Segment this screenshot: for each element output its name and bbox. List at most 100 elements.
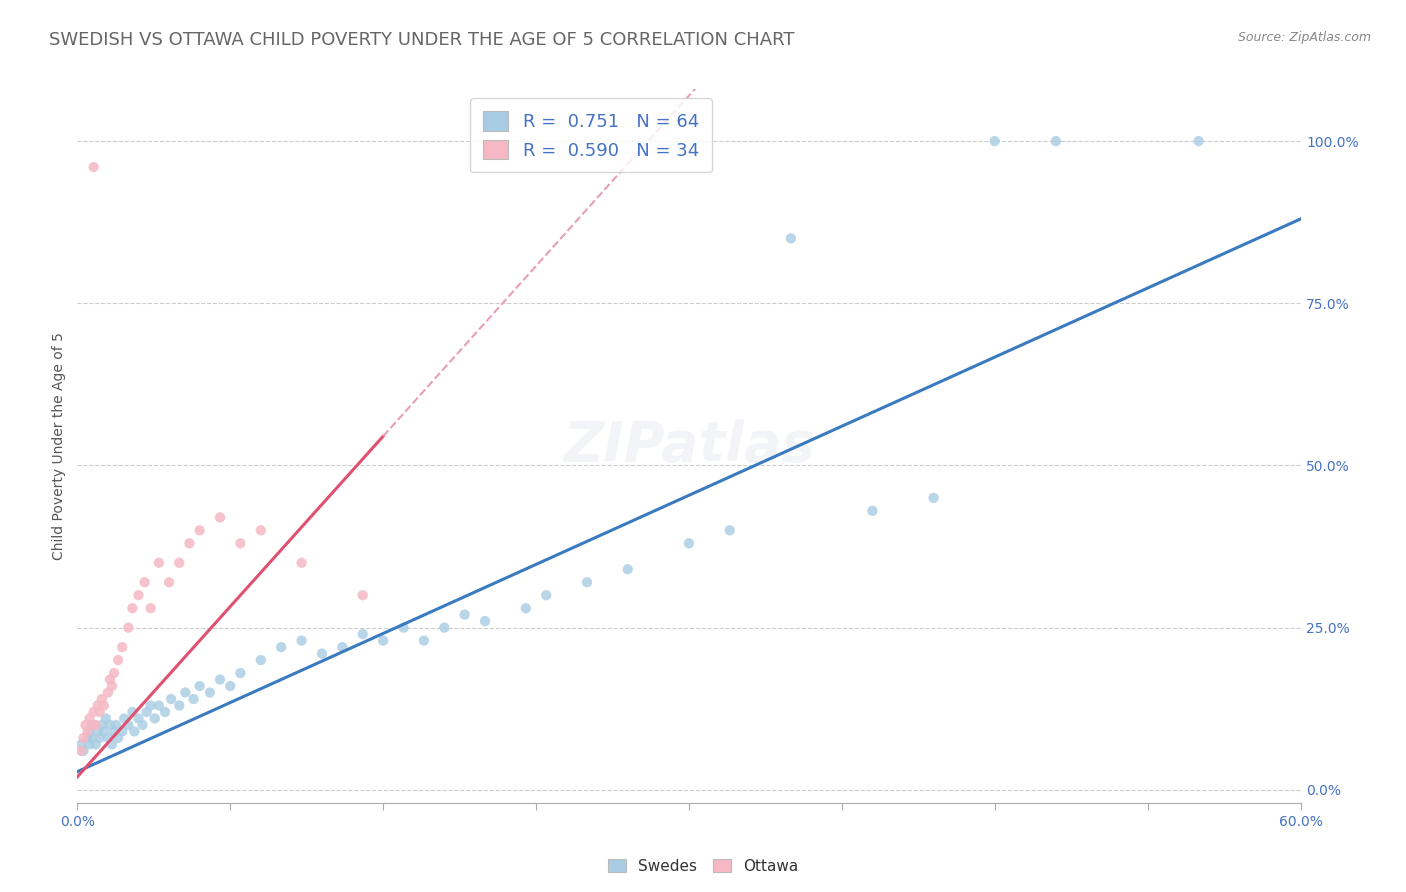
Point — [101, 679, 124, 693]
Point — [76, 731, 98, 745]
Point — [209, 673, 232, 687]
Point — [1188, 134, 1211, 148]
Point — [270, 640, 292, 654]
Point — [131, 718, 153, 732]
Point — [169, 698, 191, 713]
Legend: R =  0.751   N = 64, R =  0.590   N = 34: R = 0.751 N = 64, R = 0.590 N = 34 — [471, 98, 711, 172]
Point — [79, 711, 101, 725]
Point — [433, 621, 456, 635]
Point — [160, 692, 183, 706]
Point — [124, 724, 146, 739]
Point — [984, 134, 1007, 148]
Y-axis label: Child Poverty Under the Age of 5: Child Poverty Under the Age of 5 — [52, 332, 66, 560]
Point — [576, 575, 599, 590]
Point — [229, 666, 252, 681]
Point — [157, 575, 180, 590]
Point — [87, 698, 110, 713]
Point — [103, 724, 125, 739]
Point — [105, 718, 128, 732]
Point — [75, 718, 97, 732]
Point — [83, 718, 105, 732]
Point — [371, 633, 394, 648]
Point — [311, 647, 333, 661]
Point — [188, 679, 211, 693]
Point — [70, 738, 93, 752]
Point — [474, 614, 496, 628]
Point — [250, 524, 273, 538]
Point — [76, 724, 98, 739]
Point — [536, 588, 558, 602]
Point — [179, 536, 201, 550]
Point — [83, 705, 105, 719]
Text: SWEDISH VS OTTAWA CHILD POVERTY UNDER THE AGE OF 5 CORRELATION CHART: SWEDISH VS OTTAWA CHILD POVERTY UNDER TH… — [49, 31, 794, 49]
Point — [922, 491, 945, 505]
Point — [79, 724, 101, 739]
Point — [107, 731, 129, 745]
Point — [148, 698, 170, 713]
Point — [117, 621, 139, 635]
Point — [209, 510, 232, 524]
Point — [84, 738, 107, 752]
Point — [174, 685, 197, 699]
Point — [515, 601, 537, 615]
Point — [617, 562, 640, 576]
Point — [93, 724, 115, 739]
Point — [718, 524, 741, 538]
Point — [93, 698, 115, 713]
Point — [80, 718, 103, 732]
Point — [332, 640, 354, 654]
Point — [98, 718, 121, 732]
Point — [139, 601, 162, 615]
Point — [392, 621, 415, 635]
Point — [291, 556, 314, 570]
Point — [117, 718, 139, 732]
Point — [87, 724, 110, 739]
Point — [143, 711, 166, 725]
Point — [678, 536, 700, 550]
Legend: Swedes, Ottawa: Swedes, Ottawa — [602, 853, 804, 880]
Point — [97, 731, 120, 745]
Point — [89, 705, 111, 719]
Point — [250, 653, 273, 667]
Text: ZIPatlas: ZIPatlas — [564, 419, 814, 473]
Point — [107, 653, 129, 667]
Point — [72, 731, 94, 745]
Point — [121, 601, 143, 615]
Point — [135, 705, 157, 719]
Point — [83, 160, 105, 174]
Point — [198, 685, 221, 699]
Point — [139, 698, 162, 713]
Point — [352, 588, 374, 602]
Point — [89, 731, 111, 745]
Point — [101, 738, 124, 752]
Point — [111, 640, 134, 654]
Point — [153, 705, 176, 719]
Point — [103, 666, 125, 681]
Point — [1045, 134, 1067, 148]
Point — [862, 504, 884, 518]
Point — [291, 633, 314, 648]
Point — [188, 524, 211, 538]
Point — [111, 724, 134, 739]
Point — [80, 731, 103, 745]
Point — [134, 575, 156, 590]
Point — [413, 633, 436, 648]
Point — [780, 231, 803, 245]
Point — [183, 692, 205, 706]
Point — [90, 718, 112, 732]
Point — [148, 556, 170, 570]
Point — [70, 744, 93, 758]
Point — [352, 627, 374, 641]
Point — [79, 738, 101, 752]
Point — [454, 607, 477, 622]
Point — [169, 556, 191, 570]
Point — [121, 705, 143, 719]
Point — [84, 718, 107, 732]
Point — [72, 744, 94, 758]
Text: Source: ZipAtlas.com: Source: ZipAtlas.com — [1237, 31, 1371, 45]
Point — [97, 685, 120, 699]
Point — [90, 692, 112, 706]
Point — [229, 536, 252, 550]
Point — [128, 711, 150, 725]
Point — [128, 588, 150, 602]
